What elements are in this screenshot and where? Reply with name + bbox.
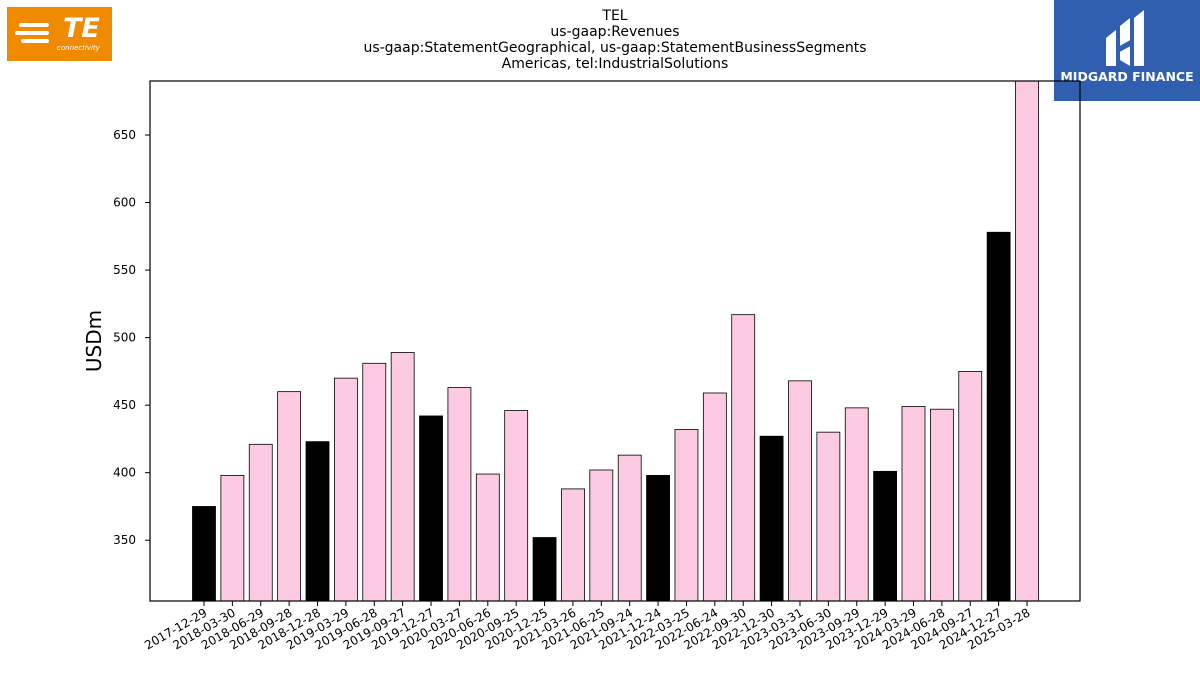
chart-title: TEL us-gaap:Revenues us-gaap:StatementGe… xyxy=(363,8,866,72)
bar-2020-09-25 xyxy=(504,410,529,602)
bar-2019-03-29 xyxy=(333,377,358,602)
bar-2023-03-31 xyxy=(788,380,812,602)
bar-2018-06-29 xyxy=(248,443,273,602)
bar-2021-06-25 xyxy=(589,469,614,602)
bar-2024-12-27 xyxy=(986,231,1011,602)
bar-2024-06-28 xyxy=(929,408,954,602)
title-line-4: Americas, tel:IndustrialSolutions xyxy=(502,56,729,72)
midgard-finance-logo: MIDGARD FINANCE xyxy=(1054,0,1200,101)
bar-2021-03-26 xyxy=(561,488,585,602)
x-axis: 2017-12-292018-03-302018-06-292018-09-28… xyxy=(142,601,1033,652)
bar-2019-06-28 xyxy=(362,362,387,602)
bar-2017-12-29 xyxy=(192,506,216,602)
bar-2022-03-25 xyxy=(674,429,699,602)
bar-series xyxy=(192,80,1039,602)
y-tick-label: 600 xyxy=(113,196,136,210)
y-tick-label: 450 xyxy=(113,398,136,412)
title-line-1: TEL xyxy=(601,8,627,24)
bar-2020-06-26 xyxy=(475,473,500,602)
y-axis: 350 400 450 500 550 600 650 xyxy=(113,128,150,547)
y-axis-label: USDm xyxy=(82,310,106,372)
bar-2023-09-29 xyxy=(844,407,869,602)
bar-2018-12-28 xyxy=(305,441,330,602)
title-line-3: us-gaap:StatementGeographical, us-gaap:S… xyxy=(363,40,866,56)
te-logo-subtext: connectivity xyxy=(57,44,100,52)
y-tick-label: 550 xyxy=(113,263,136,277)
te-logo-text: TE xyxy=(63,13,100,44)
bar-2018-09-28 xyxy=(277,391,302,602)
title-line-2: us-gaap:Revenues xyxy=(550,24,679,40)
bar-2019-09-27 xyxy=(390,352,415,602)
bar-2021-12-24 xyxy=(646,474,670,602)
bar-2019-12-27 xyxy=(419,415,443,602)
y-tick-label: 350 xyxy=(113,533,136,547)
bar-2021-09-24 xyxy=(617,454,642,602)
te-connectivity-logo: TE connectivity xyxy=(7,7,112,61)
bar-2024-03-29 xyxy=(901,406,926,602)
bar-2022-09-30 xyxy=(731,314,756,602)
bar-2022-06-24 xyxy=(702,392,727,602)
te-logo-stripe xyxy=(15,31,49,35)
te-logo-stripe xyxy=(21,39,49,43)
y-tick-label: 500 xyxy=(113,331,136,345)
bar-2018-03-30 xyxy=(220,474,245,602)
te-logo-stripe xyxy=(19,23,49,27)
midgard-mark-icon xyxy=(1106,10,1144,66)
midgard-logo-text: MIDGARD FINANCE xyxy=(1060,69,1194,84)
bar-2024-09-27 xyxy=(958,370,983,602)
plot-frame xyxy=(149,80,1081,602)
bar-2023-12-29 xyxy=(873,470,898,602)
bar-2022-12-30 xyxy=(759,435,784,602)
bar-2025-03-28 xyxy=(1015,80,1039,602)
bar-2020-12-25 xyxy=(532,537,557,602)
y-tick-label: 650 xyxy=(113,128,136,142)
y-tick-label: 400 xyxy=(113,466,136,480)
bar-2023-06-30 xyxy=(816,431,841,602)
bar-2020-03-27 xyxy=(447,387,472,602)
